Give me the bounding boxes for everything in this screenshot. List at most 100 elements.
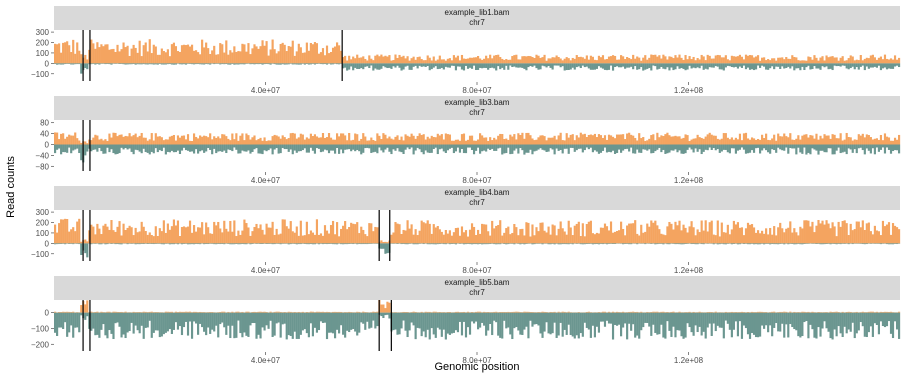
- watson-bar: [513, 55, 516, 64]
- watson-bar: [406, 220, 409, 244]
- watson-bar: [462, 311, 466, 313]
- crick-bar: [700, 144, 703, 155]
- crick-bar: [313, 243, 317, 245]
- watson-bar: [329, 137, 333, 145]
- crick-bar: [704, 63, 707, 69]
- crick-bar: [515, 144, 518, 149]
- crick-bar: [56, 144, 59, 150]
- watson-bar: [456, 227, 460, 244]
- watson-bar: [543, 54, 546, 64]
- watson-bar: [100, 311, 103, 313]
- watson-bar: [791, 232, 794, 244]
- watson-bar: [470, 223, 474, 244]
- crick-bar: [618, 144, 621, 150]
- crick-bar: [595, 63, 599, 69]
- crick-bar: [384, 144, 387, 150]
- crick-bar: [333, 243, 337, 245]
- crick-bar: [622, 144, 625, 151]
- watson-bar: [70, 229, 73, 244]
- crick-bar: [342, 243, 345, 245]
- crick-bar: [571, 243, 574, 245]
- crick-bar: [630, 312, 633, 331]
- crick-bar: [479, 243, 482, 245]
- watson-bar: [380, 240, 383, 244]
- crick-bar: [307, 63, 310, 65]
- crick-bar: [789, 144, 792, 148]
- crick-bar: [62, 144, 65, 153]
- watson-bar: [174, 140, 178, 145]
- watson-bar: [382, 133, 385, 145]
- crick-bar: [499, 243, 502, 245]
- crick-bar: [813, 312, 816, 338]
- watson-bar: [446, 58, 449, 64]
- crick-bar: [134, 63, 137, 65]
- watson-bar: [150, 53, 153, 64]
- crick-bar: [567, 63, 570, 70]
- watson-bar: [630, 311, 633, 313]
- crick-bar: [585, 144, 588, 148]
- crick-bar: [374, 312, 377, 329]
- watson-bar: [192, 311, 196, 313]
- crick-bar: [229, 312, 232, 339]
- watson-bar: [289, 311, 292, 313]
- watson-bar: [827, 135, 830, 145]
- crick-bar: [444, 144, 447, 153]
- watson-bar: [714, 311, 717, 313]
- watson-bar: [211, 50, 214, 64]
- crick-bar: [615, 144, 619, 153]
- crick-bar: [893, 312, 897, 322]
- watson-bar: [426, 311, 429, 313]
- watson-bar: [247, 227, 250, 244]
- crick-bar: [885, 312, 889, 327]
- crick-bar: [241, 312, 244, 338]
- crick-bar: [233, 312, 236, 339]
- watson-bar: [430, 60, 433, 64]
- watson-bar: [227, 138, 230, 145]
- watson-bar: [410, 58, 413, 64]
- watson-bar: [615, 311, 619, 313]
- crick-bar: [116, 312, 119, 323]
- watson-bar: [392, 139, 395, 145]
- watson-bar: [474, 140, 478, 145]
- watson-bar: [354, 133, 357, 145]
- watson-bar: [551, 57, 554, 64]
- crick-bar: [505, 243, 508, 245]
- crick-bar: [370, 144, 373, 153]
- crick-bar: [632, 63, 635, 70]
- crick-bar: [869, 63, 872, 68]
- watson-bar: [58, 139, 61, 145]
- crick-bar: [180, 63, 184, 65]
- watson-bar: [823, 134, 826, 145]
- watson-bar: [358, 233, 361, 244]
- crick-bar: [605, 243, 609, 245]
- crick-bar: [489, 144, 492, 150]
- watson-bar: [438, 312, 441, 313]
- crick-bar: [525, 144, 528, 153]
- watson-bar: [557, 135, 560, 145]
- watson-bar: [483, 58, 486, 64]
- watson-bar: [237, 140, 240, 145]
- crick-bar: [660, 63, 663, 67]
- watson-bar: [142, 311, 145, 313]
- watson-bar: [253, 44, 256, 64]
- watson-bar: [211, 139, 214, 145]
- watson-bar: [652, 134, 655, 145]
- watson-bar: [662, 54, 665, 64]
- watson-bar: [557, 228, 560, 244]
- watson-bar: [501, 134, 504, 145]
- crick-bar: [114, 312, 117, 324]
- watson-bar: [472, 226, 476, 244]
- crick-bar: [479, 63, 482, 68]
- watson-bar: [285, 226, 288, 244]
- crick-bar: [855, 63, 858, 68]
- watson-bar: [752, 312, 756, 313]
- crick-bar: [321, 63, 325, 65]
- watson-bar: [660, 233, 663, 244]
- watson-bar: [867, 58, 870, 64]
- watson-bar: [634, 312, 637, 313]
- crick-bar: [897, 312, 901, 339]
- watson-bar: [384, 55, 387, 64]
- watson-bar: [251, 48, 254, 64]
- watson-bar: [156, 54, 159, 64]
- watson-bar: [730, 311, 733, 313]
